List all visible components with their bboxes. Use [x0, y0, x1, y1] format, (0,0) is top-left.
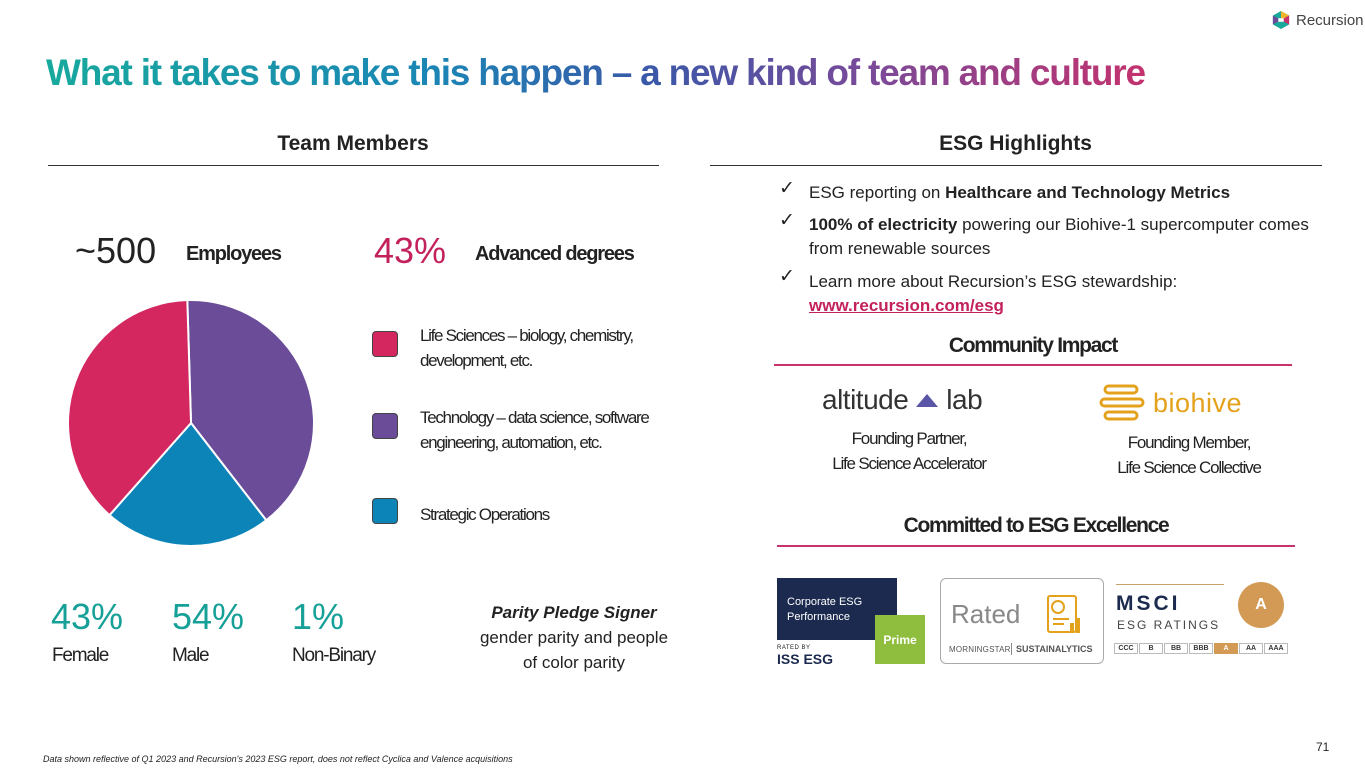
legend-swatch-technology — [372, 413, 398, 439]
msci-sub: ESG RATINGS — [1117, 618, 1221, 632]
msci-scale-a: A — [1214, 643, 1238, 654]
community-impact-divider — [774, 364, 1292, 366]
community-impact-heading: Community Impact — [948, 334, 1119, 357]
msci-name: MSCI — [1116, 592, 1181, 615]
msci-grade-badge: A — [1238, 582, 1284, 628]
biohive-caption: Founding Member, Life Science Collective — [1080, 430, 1298, 480]
check-icon: ✓ — [779, 178, 795, 199]
msci-badge: MSCI ESG RATINGS A CCC B BB BBB A AA AAA — [1114, 582, 1288, 658]
legend-life-sciences-line1: Life Sciences – biology, chemistry, — [420, 326, 634, 345]
esg-item-metrics-bold: Healthcare and Technology Metrics — [945, 183, 1231, 202]
sustainalytics-separator — [1011, 643, 1012, 655]
report-chart-icon — [1047, 595, 1080, 633]
male-percent: 54% — [172, 596, 245, 637]
advanced-degrees-percent: 43% — [374, 230, 447, 271]
legend-swatch-strategic-operations — [372, 498, 398, 524]
parity-pledge: Parity Pledge Signer gender parity and p… — [462, 600, 686, 675]
altitude-lab-logo-right: lab — [946, 384, 983, 415]
check-icon: ✓ — [779, 210, 795, 231]
male-label: Male — [172, 645, 210, 666]
esg-item-metrics-text: ESG reporting on — [809, 183, 946, 202]
legend-label-strategic-operations: Strategic Operations — [420, 505, 550, 524]
msci-scale-aaa: AAA — [1264, 643, 1288, 654]
legend-technology-line1: Technology – data science, software — [420, 408, 650, 427]
altitude-lab-caption-line1: Founding Partner, — [851, 429, 968, 448]
committed-esg-heading: Committed to ESG Excellence — [903, 514, 1170, 537]
footnote: Data shown reflective of Q1 2023 and Rec… — [43, 754, 513, 764]
biohive-caption-line1: Founding Member, — [1127, 433, 1252, 452]
non-binary-label: Non-Binary — [292, 645, 376, 666]
altitude-lab-caption-line2: Life Science Accelerator — [832, 454, 987, 473]
sustainalytics-text: SUSTAINALYTICS — [1016, 644, 1093, 654]
iss-esg-label-line2: Performance — [787, 611, 850, 623]
esg-item-metrics: ESG reporting on Healthcare and Technolo… — [809, 181, 1309, 205]
esg-divider — [710, 165, 1322, 166]
esg-item-learn-more-text: Learn more about Recursion’s ESG steward… — [809, 272, 1178, 291]
legend-label-life-sciences: Life Sciences – biology, chemistry, deve… — [420, 323, 634, 373]
altitude-lab-caption: Founding Partner, Life Science Accelerat… — [800, 426, 1018, 476]
esg-highlights-heading: ESG Highlights — [939, 132, 1092, 155]
biohive-caption-line2: Life Science Collective — [1117, 458, 1262, 477]
msci-scale-ccc: CCC — [1114, 643, 1138, 654]
msci-scale-bbb: BBB — [1189, 643, 1213, 654]
advanced-degrees-label: Advanced degrees — [475, 243, 635, 265]
employees-count: ~500 — [75, 230, 157, 271]
legend-technology-line2: engineering, automation, etc. — [420, 433, 603, 452]
check-icon: ✓ — [779, 266, 795, 287]
esg-item-electricity: 100% of electricity powering our Biohive… — [809, 213, 1309, 261]
iss-esg-label: Corporate ESG Performance — [787, 595, 862, 625]
msci-scale-aa: AA — [1239, 643, 1263, 654]
iss-prime-badge: Prime — [875, 615, 925, 664]
parity-pledge-title: Parity Pledge Signer — [491, 603, 657, 622]
iss-esg-label-line1: Corporate ESG — [787, 596, 863, 608]
msci-top-rule — [1116, 584, 1224, 585]
iss-esg-text: ISS ESG — [777, 651, 834, 667]
biohive-logo-text: biohive — [1153, 387, 1243, 418]
sustainalytics-rated: Rated — [951, 599, 1021, 629]
morningstar-text: MORNINGSTAR — [949, 645, 1011, 654]
page-number: 71 — [1316, 740, 1330, 754]
committed-esg-divider — [777, 545, 1295, 547]
esg-item-learn-more: Learn more about Recursion’s ESG steward… — [809, 270, 1309, 318]
biohive-hex-icon — [1099, 384, 1145, 421]
iss-esg-badge: Corporate ESG Performance Prime RATED BY… — [777, 578, 927, 667]
msci-scale-bb: BB — [1164, 643, 1188, 654]
team-divider — [48, 165, 659, 166]
parity-pledge-line1: gender parity and people — [479, 628, 669, 647]
employees-label: Employees — [186, 243, 282, 265]
msci-scale-b: B — [1139, 643, 1163, 654]
iss-rated-by: RATED BY — [777, 645, 811, 651]
non-binary-percent: 1% — [292, 596, 345, 637]
team-members-heading: Team Members — [277, 132, 429, 155]
sustainalytics-badge: Rated MORNINGSTAR SUSTAINALYTICS — [940, 578, 1104, 664]
esg-website-link[interactable]: www.recursion.com/esg — [809, 296, 1004, 315]
esg-item-electricity-bold: 100% of electricity — [809, 215, 958, 234]
recursion-logo-icon — [1272, 11, 1290, 29]
msci-scale: CCC B BB BBB A AA AAA — [1114, 643, 1288, 654]
pie-slice-technology — [186, 299, 315, 522]
recursion-logo: Recursion — [1272, 10, 1364, 30]
page-title: What it takes to make this happen – a ne… — [46, 52, 1146, 93]
biohive-logo: biohive — [1099, 384, 1242, 422]
esg-item-electricity-text: powering our Biohive-1 supercomputer com… — [809, 215, 1309, 258]
altitude-lab-logo: altitude lab — [822, 384, 983, 416]
legend-label-technology: Technology – data science, software engi… — [420, 405, 650, 455]
parity-pledge-line2: of color parity — [522, 653, 626, 672]
recursion-logo-text: Recursion — [1296, 11, 1364, 29]
mountain-icon — [916, 394, 939, 407]
team-composition-pie-chart — [67, 299, 315, 547]
altitude-lab-logo-left: altitude — [822, 384, 909, 415]
pie-slice-life-sciences — [67, 299, 193, 517]
female-percent: 43% — [51, 596, 124, 637]
female-label: Female — [52, 645, 109, 666]
pie-slice-strategic-operations — [108, 421, 268, 547]
legend-life-sciences-line2: development, etc. — [420, 351, 533, 370]
legend-swatch-life-sciences — [372, 331, 398, 357]
